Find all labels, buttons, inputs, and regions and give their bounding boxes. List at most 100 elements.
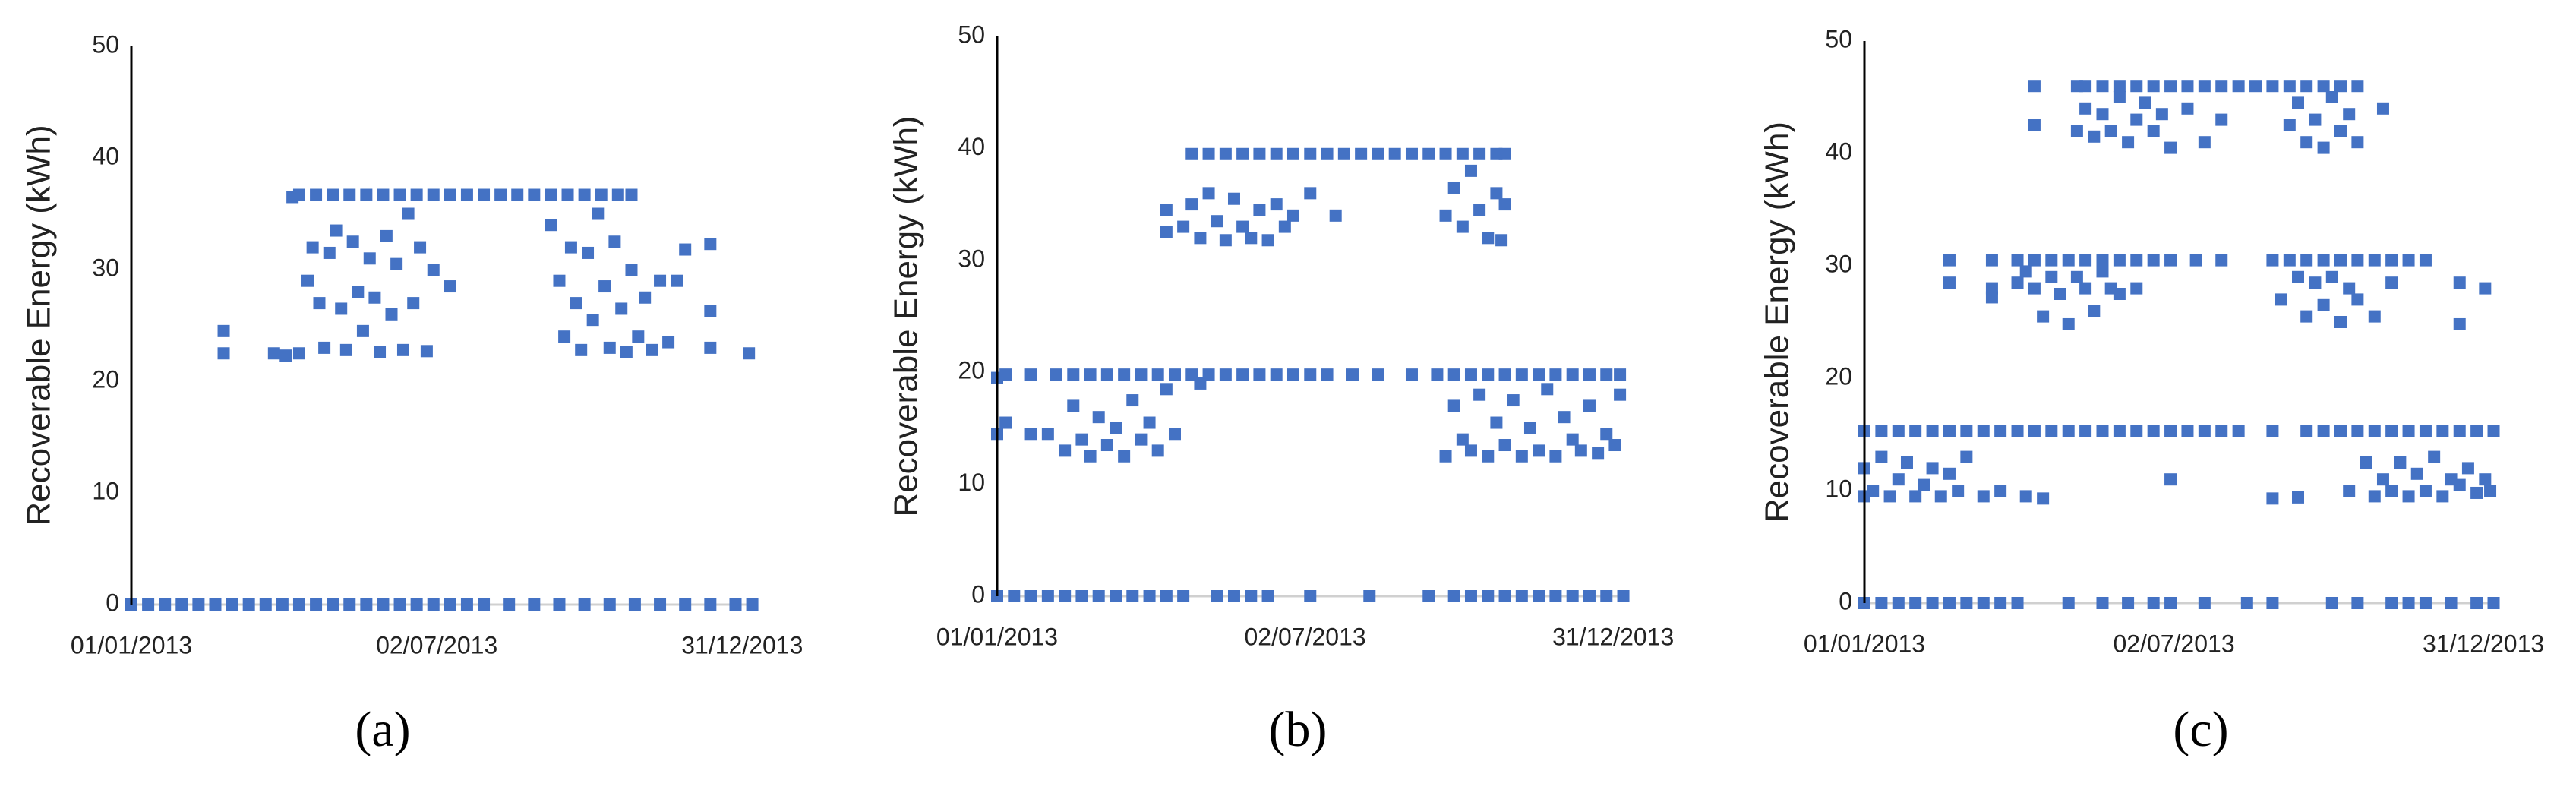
point: [2164, 597, 2177, 609]
point: [632, 330, 645, 343]
point: [494, 188, 507, 201]
point: [1372, 147, 1384, 160]
x-tick-label: 31/12/2013: [1552, 623, 1674, 650]
point: [1100, 368, 1113, 381]
point: [662, 336, 675, 349]
point: [1583, 590, 1596, 602]
point: [1482, 368, 1495, 381]
point: [1943, 467, 1956, 480]
point: [2139, 96, 2151, 109]
point: [1135, 368, 1148, 381]
point: [564, 241, 577, 254]
point: [1977, 597, 1990, 609]
point: [1075, 433, 1088, 446]
point: [1583, 400, 1596, 412]
point: [528, 188, 541, 201]
point: [1185, 198, 1198, 211]
point: [2028, 119, 2041, 131]
point: [1372, 368, 1384, 381]
point: [1160, 204, 1173, 216]
point: [159, 598, 172, 611]
point: [628, 598, 641, 611]
point: [1151, 444, 1164, 457]
point: [393, 188, 406, 201]
point: [2011, 254, 2024, 267]
point: [1253, 204, 1266, 216]
point: [1227, 590, 1240, 602]
point: [646, 343, 658, 356]
point: [1211, 590, 1223, 602]
chart-panel: 0 10 20 30 40 50 01/01/2013 02/07/2013 31/12/201…: [21, 30, 803, 757]
point: [1943, 254, 1956, 267]
point: [2419, 485, 2432, 497]
point: [1135, 433, 1148, 446]
point: [2283, 254, 2296, 267]
point: [2189, 254, 2202, 267]
point: [2147, 597, 2160, 609]
point: [1473, 147, 1486, 160]
point: [2385, 597, 2398, 609]
point: [2479, 282, 2492, 295]
point: [2300, 254, 2313, 267]
point: [1490, 416, 1503, 429]
point: [2402, 425, 2415, 437]
point: [2011, 597, 2024, 609]
point: [1533, 444, 1545, 457]
point: [1934, 490, 1947, 503]
point: [1304, 590, 1317, 602]
point: [1482, 450, 1495, 463]
point: [2283, 119, 2296, 131]
point: [1253, 147, 1266, 160]
point: [2385, 485, 2398, 497]
point: [2402, 254, 2415, 267]
point: [1498, 368, 1511, 381]
point: [1286, 368, 1299, 381]
point: [1227, 192, 1240, 205]
point: [2470, 597, 2483, 609]
point: [374, 346, 387, 358]
point: [1909, 490, 1922, 503]
point: [2419, 425, 2432, 437]
point: [1439, 209, 1452, 222]
point: [360, 188, 373, 201]
point: [704, 305, 717, 317]
point: [2130, 282, 2143, 295]
point: [2045, 425, 2058, 437]
point: [1482, 232, 1495, 245]
point: [1994, 597, 2007, 609]
point: [2130, 254, 2143, 267]
point: [1960, 597, 1973, 609]
point: [1151, 368, 1164, 381]
y-tick-label: 50: [92, 30, 119, 58]
point: [1160, 383, 1173, 396]
point: [301, 274, 314, 287]
point: [2147, 80, 2160, 93]
point: [142, 598, 155, 611]
point: [2266, 492, 2279, 505]
point: [1059, 444, 1072, 457]
point: [1909, 597, 1922, 609]
point: [2164, 473, 2177, 486]
point: [746, 598, 759, 611]
y-tick-label: 40: [1825, 137, 1852, 165]
y-tick-label: 30: [1825, 250, 1852, 277]
y-tick-label: 0: [971, 580, 985, 608]
point: [2215, 254, 2228, 267]
point: [1211, 215, 1223, 228]
point: [1994, 485, 2007, 497]
y-tick-label: 50: [1825, 25, 1852, 52]
point: [625, 264, 638, 276]
point: [1236, 220, 1249, 233]
point: [420, 345, 433, 358]
point: [1533, 368, 1545, 381]
point: [639, 291, 652, 304]
point: [2334, 80, 2347, 93]
point: [2062, 597, 2075, 609]
point: [343, 188, 356, 201]
point: [1245, 232, 1258, 245]
point: [1084, 368, 1097, 381]
y-tick-label: 0: [1839, 587, 1852, 614]
point: [410, 188, 423, 201]
point: [2122, 597, 2135, 609]
point: [242, 598, 255, 611]
